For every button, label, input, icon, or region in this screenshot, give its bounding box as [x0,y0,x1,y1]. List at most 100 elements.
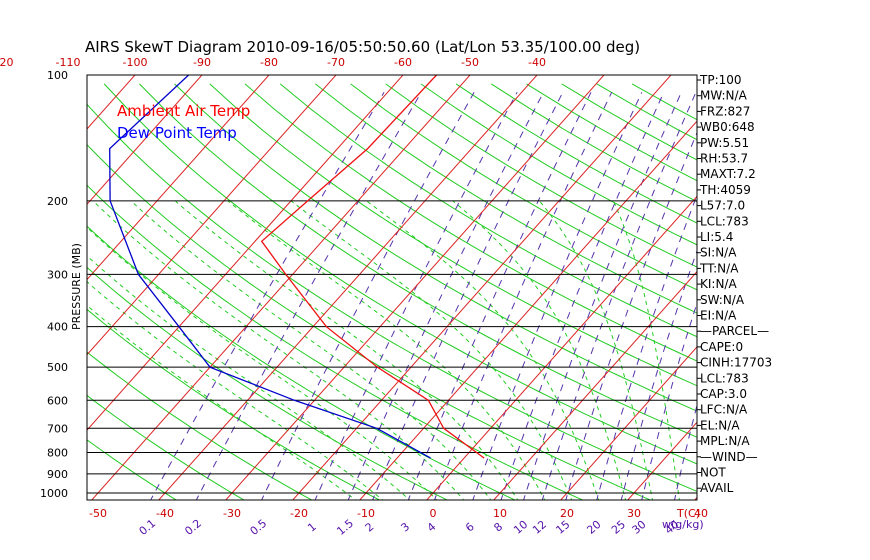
isotherm-line [158,75,538,500]
top-temp-axis: -120 -110 -100 -90 -80 -70 -60 -50 -40 [0,56,546,69]
index-value: WB0:648 [700,120,755,134]
mixing-ratio-label: 25 [609,518,628,537]
top-temp-tick-label: -120 [0,56,14,69]
bottom-temp-tick-label: -30 [223,507,241,520]
bottom-temp-tick-label: 30 [627,507,641,520]
plot-frame [86,74,698,501]
pressure-tick-label: 700 [47,422,68,435]
isotherm-line [827,66,870,502]
index-value: RH:53.7 [700,152,748,166]
bottom-temp-tick-label: -20 [290,507,308,520]
index-value: TP:100 [699,73,742,87]
top-temp-tick-label: -100 [123,56,148,69]
moist-adiabat-line [290,200,573,500]
dry-adiabat-line [209,83,697,387]
pressure-tick-label: 900 [47,468,68,481]
chart-title: AIRS SkewT Diagram 2010-09-16/05:50:50.6… [85,38,640,56]
mixing-ratio-line [347,92,544,500]
mixing-ratio-label: 4 [425,520,439,534]
mixing-ratio-label: 0.5 [248,517,270,538]
dry-adiabat-line [87,439,178,500]
bottom-temp-tick-label: -50 [89,507,107,520]
mixing-ratio-line [541,92,697,500]
moist-adiabat-line [174,200,519,500]
pressure-tick-label: 600 [47,394,68,407]
bottom-temp-tick-label: -40 [156,507,174,520]
y-axis-label: PRESSURE (MB) [70,243,83,330]
dew-point-temp-line [109,75,431,459]
index-value: —PARCEL— [700,324,769,338]
isotherm-line [87,75,270,281]
x-axis-label-mixing: w(g/kg) [662,518,704,531]
top-temp-tick-label: -70 [327,56,345,69]
isotherm-line [627,421,697,500]
isobars [87,200,697,494]
mixing-ratio-label: 2 [363,520,377,534]
index-value: EI:N/A [700,309,737,323]
sounding-series [109,75,485,459]
mixing-ratio-line [523,92,682,500]
top-temp-tick-label: -50 [461,56,479,69]
moist-adiabat-line [87,226,438,500]
dry-adiabat-line [244,83,697,362]
index-value: LFC:N/A [700,403,748,417]
mixing-ratio-line [674,403,697,500]
mixing-ratio-line [150,92,385,500]
index-value: TT:N/A [699,261,739,275]
dry-adiabat-line [87,394,245,500]
bottom-temp-axis: -50 -40 -30 -20 -10 0 10 20 30 40 [89,507,708,520]
isotherm-line [760,66,870,502]
mixing-ratio-lines [150,92,697,500]
dry-adiabat-line [87,143,652,500]
pressure-tick-label: 100 [47,69,68,82]
dry-adiabat-line [315,83,697,314]
index-value: EL:N/A [700,418,740,432]
index-value: LI:5.4 [700,230,733,244]
mixing-ratio-line [500,92,665,500]
isotherm-line [560,346,697,500]
pressure-tick-label: 500 [47,361,68,374]
mixing-ratio-label: 3 [398,520,412,534]
mixing-ratio-line [261,92,475,500]
index-value: TH:4059 [699,183,751,197]
bottom-temp-tick-label: 0 [430,507,437,520]
top-temp-tick-label: -80 [260,56,278,69]
isotherm-line [426,195,697,500]
isotherm-line [87,75,337,356]
mixing-ratio-line [407,92,592,500]
pressure-tick-label: 1000 [40,487,68,500]
index-value: CAPE:0 [700,340,743,354]
isotherm-line [91,75,471,500]
pressure-tick-label: 800 [47,446,68,459]
index-value: AVAIL [700,481,734,495]
dry-adiabat-line [279,83,697,338]
mixing-ratio-line [472,92,643,500]
moist-adiabat-line [227,200,546,500]
ambient-air-temp-line [260,75,485,459]
dry-adiabat-line [87,308,381,500]
index-value: MPL:N/A [700,434,750,448]
isotherm-line [359,120,697,500]
mixing-ratio-line [433,92,613,500]
top-temp-tick-label: -110 [56,56,81,69]
mixing-ratio-label: 10 [511,518,530,537]
dry-adiabat-line [350,83,697,291]
isotherm-line [0,66,76,502]
legend-item: Ambient Air Temp [117,102,250,120]
index-value: LCL:783 [700,214,749,228]
dry-adiabat-line [139,83,697,438]
dry-adiabat-line [385,83,697,268]
dry-adiabat-line [103,83,697,465]
bottom-temp-tick-label: 10 [493,507,507,520]
dry-adiabat-line [87,351,313,500]
dry-adiabat-line [87,184,584,500]
moist-adiabat-line [92,200,465,500]
index-value: SW:N/A [700,293,745,307]
index-value: NOT [700,466,726,480]
top-temp-tick-label: -90 [193,56,211,69]
bottom-temp-tick-label: -10 [357,507,375,520]
index-value: L57:7.0 [700,199,745,213]
dry-adiabat-line [87,266,449,500]
moist-adiabat-line [87,281,384,500]
